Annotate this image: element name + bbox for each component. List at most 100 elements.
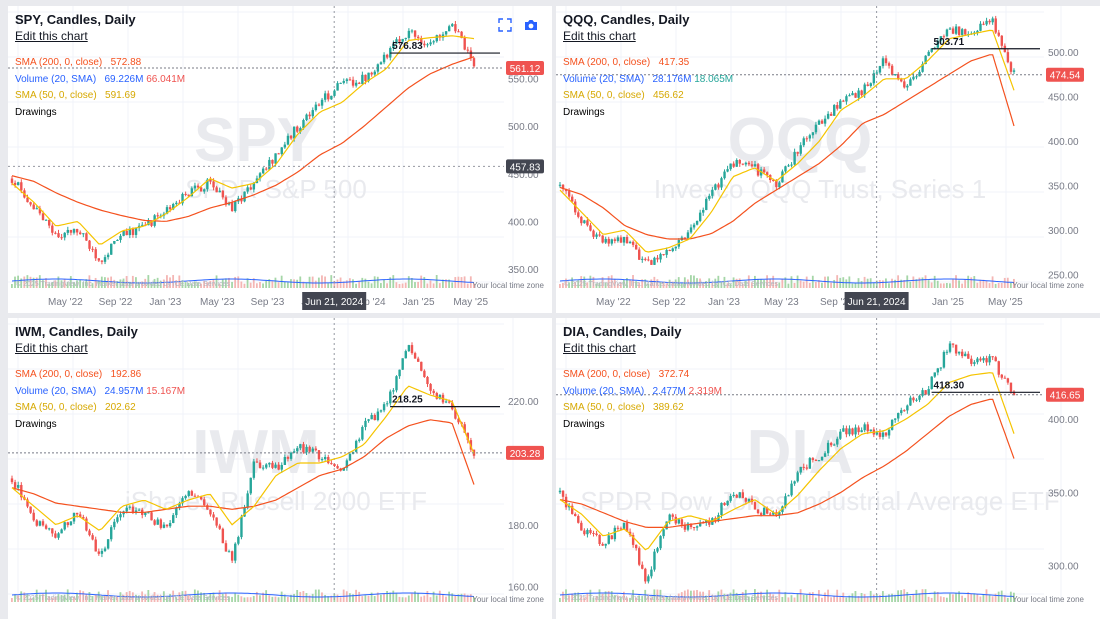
- volume-bar: [574, 282, 577, 288]
- candle-body: [677, 519, 681, 524]
- x-tick-label: Jan '23: [149, 297, 181, 308]
- candle-body: [979, 358, 982, 361]
- candle-body: [622, 522, 626, 530]
- volume-bar: [906, 275, 909, 288]
- edit-chart-link[interactable]: Edit this chart: [15, 29, 88, 43]
- volume-bar: [435, 275, 438, 288]
- legend-drawings[interactable]: Drawings: [563, 105, 733, 122]
- y-tick-label: 450.00: [508, 170, 539, 181]
- candle-body: [906, 405, 909, 411]
- volume-bar: [629, 597, 631, 602]
- candle-body: [991, 356, 994, 358]
- legend-volume[interactable]: Volume (20, SMA) 2.477M 2.319M: [563, 384, 722, 401]
- x-tick-label: May '22: [596, 297, 631, 308]
- volume-bar: [872, 282, 875, 288]
- volume-bar: [11, 283, 13, 288]
- legend-sma200[interactable]: SMA (200, 0, close) 572.88: [15, 55, 185, 72]
- volume-bar: [107, 277, 109, 288]
- legend-drawings[interactable]: Drawings: [563, 417, 722, 434]
- volume-bar: [760, 279, 762, 288]
- legend-sma50[interactable]: SMA (50, 0, close) 202.62: [15, 400, 185, 417]
- volume-bar: [212, 279, 215, 288]
- volume-bar: [352, 279, 354, 288]
- chart-panel-qqq[interactable]: QQQ, Candles, Daily Edit this chart SMA …: [556, 6, 1100, 313]
- x-tick-label: May '25: [453, 297, 488, 308]
- candle-body: [616, 527, 620, 529]
- candle-body: [644, 258, 647, 260]
- candle-body: [726, 500, 729, 506]
- candle-body: [647, 576, 650, 582]
- fullscreen-icon[interactable]: [498, 18, 512, 32]
- legend-sma200[interactable]: SMA (200, 0, close) 417.35: [563, 55, 733, 72]
- volume-bar: [290, 594, 292, 602]
- volume-sma-line: [559, 592, 1015, 598]
- volume-bar: [845, 279, 848, 288]
- volume-bar: [423, 595, 426, 602]
- edit-chart-link[interactable]: Edit this chart: [15, 341, 88, 355]
- last-price-tag: [1046, 387, 1084, 402]
- chart-panel-dia[interactable]: DIA, Candles, Daily Edit this chart SMA …: [556, 318, 1100, 619]
- candle-body: [258, 173, 262, 179]
- volume-bar: [60, 595, 63, 602]
- candle-body: [729, 496, 732, 501]
- legend-volume[interactable]: Volume (20, SMA) 28.176M 18.065M: [563, 72, 733, 89]
- volume-bar: [915, 279, 918, 288]
- volume-bar: [686, 589, 689, 602]
- legend-sma200[interactable]: SMA (200, 0, close) 372.74: [563, 367, 722, 384]
- candle-body: [970, 358, 973, 364]
- volume-bar: [392, 590, 395, 602]
- candle-body: [1000, 35, 1004, 46]
- volume-bar: [976, 282, 979, 288]
- volume-bar: [577, 280, 580, 288]
- volume-bar: [370, 283, 373, 288]
- candle-body: [695, 526, 699, 528]
- volume-bar: [240, 281, 243, 288]
- volume-bar: [626, 277, 628, 288]
- volume-bar: [175, 280, 178, 288]
- candle-body: [887, 429, 891, 436]
- candle-body: [863, 84, 866, 96]
- volume-bar: [711, 283, 714, 288]
- edit-chart-link[interactable]: Edit this chart: [563, 341, 636, 355]
- volume-bar: [29, 597, 32, 602]
- volume-bar: [848, 276, 851, 288]
- chart-panel-spy[interactable]: SPY, Candles, Daily Edit this chart SMA …: [8, 6, 552, 313]
- candle-body: [457, 418, 460, 423]
- volume-bar: [726, 283, 729, 288]
- volume-bar: [638, 282, 641, 288]
- candle-body: [20, 182, 23, 191]
- legend-sma50[interactable]: SMA (50, 0, close) 389.62: [563, 400, 722, 417]
- volume-bar: [457, 276, 460, 288]
- legend-volume[interactable]: Volume (20, SMA) 69.226M 66.041M: [15, 72, 185, 89]
- candle-body: [206, 505, 209, 510]
- volume-bar: [854, 282, 857, 288]
- candle-body: [389, 391, 392, 404]
- volume-bar: [286, 596, 289, 602]
- legend-drawings[interactable]: Drawings: [15, 105, 185, 122]
- edit-chart-link[interactable]: Edit this chart: [563, 29, 636, 43]
- candle-body: [401, 358, 404, 370]
- candle-body: [872, 73, 876, 84]
- volume-bar: [610, 591, 613, 602]
- candle-body: [128, 506, 132, 508]
- volume-bar: [11, 597, 13, 602]
- chart-panel-iwm[interactable]: IWM, Candles, Daily Edit this chart SMA …: [8, 318, 552, 619]
- volume-bar: [912, 594, 915, 602]
- volume-bar: [616, 283, 619, 288]
- volume-bar: [14, 276, 16, 288]
- candle-body: [668, 514, 671, 522]
- volume-bar: [184, 282, 187, 288]
- legend-sma50[interactable]: SMA (50, 0, close) 591.69: [15, 88, 185, 105]
- legend-volume[interactable]: Volume (20, SMA) 24.957M 15.167M: [15, 384, 185, 401]
- camera-icon[interactable]: [524, 18, 538, 32]
- volume-bar: [808, 592, 811, 602]
- candle-body: [336, 83, 339, 91]
- volume-bar: [435, 595, 438, 602]
- legend-sma200[interactable]: SMA (200, 0, close) 192.86: [15, 367, 185, 384]
- legend-drawings[interactable]: Drawings: [15, 417, 185, 434]
- legend-sma50[interactable]: SMA (50, 0, close) 456.62: [563, 88, 733, 105]
